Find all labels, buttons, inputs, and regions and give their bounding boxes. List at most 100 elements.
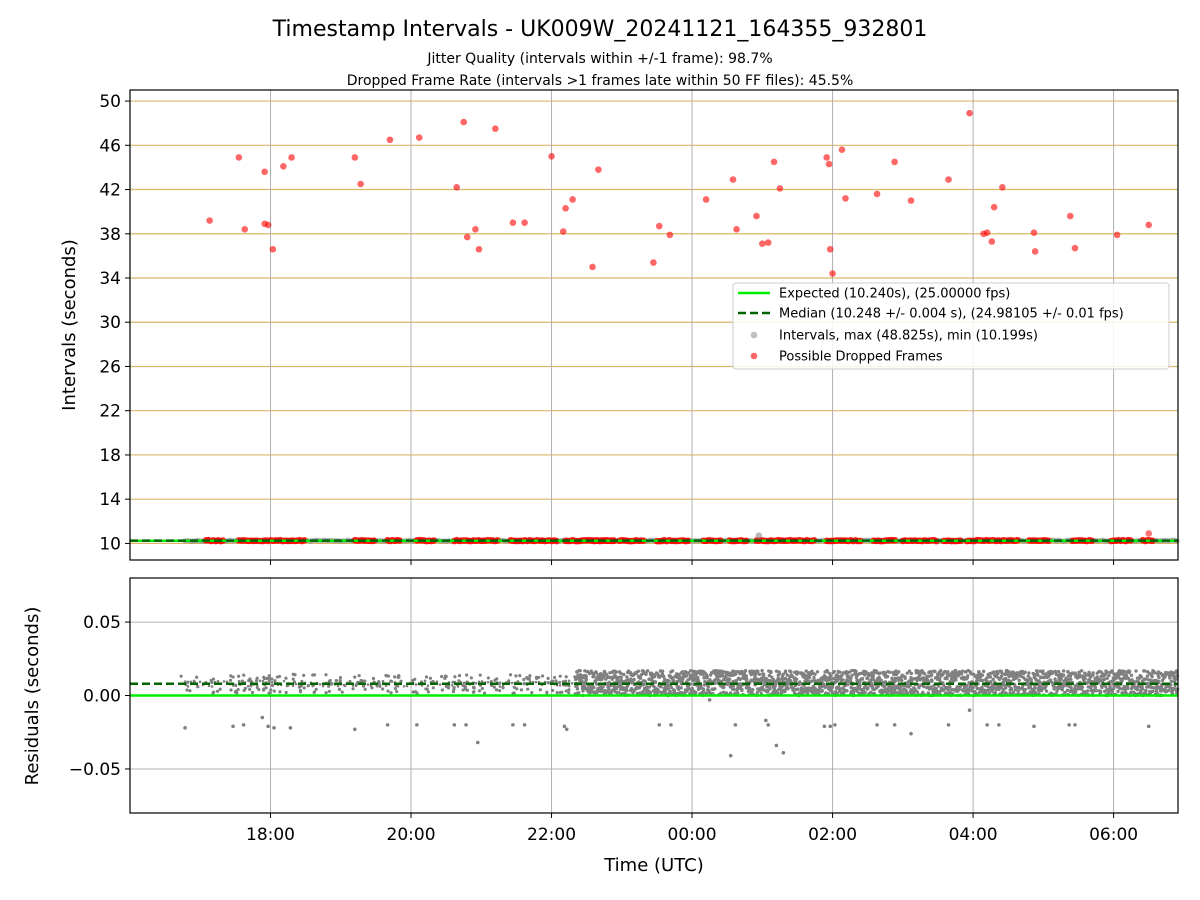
residual-outlier-point: [985, 723, 989, 727]
residual-point: [644, 672, 648, 677]
residual-point: [451, 680, 455, 684]
dropped-frame-point: [729, 176, 737, 183]
dropped-frame-point: [826, 245, 834, 253]
residual-point: [1004, 691, 1008, 696]
residual-point: [291, 677, 295, 681]
residual-point: [1110, 689, 1115, 694]
residual-point: [229, 688, 233, 692]
residual-point: [1063, 690, 1067, 695]
residual-point: [885, 674, 890, 679]
residual-point: [262, 676, 267, 681]
bottom-y-tick-label: 0.00: [83, 687, 121, 707]
dropped-frame-point: [945, 176, 952, 183]
residual-point: [1134, 669, 1138, 673]
residual-point: [435, 680, 439, 683]
residual-point: [381, 687, 385, 691]
residual-point: [1079, 669, 1084, 673]
residual-point: [840, 673, 844, 678]
residual-point: [638, 675, 643, 679]
residual-point: [826, 678, 831, 682]
residual-point: [1118, 686, 1122, 691]
residual-point: [890, 676, 894, 681]
residual-point: [915, 678, 920, 682]
dropped-frame-point: [1066, 212, 1074, 220]
residual-point: [431, 686, 435, 690]
residual-point: [584, 678, 589, 682]
bottom-x-tick-label: 00:00: [668, 825, 717, 845]
residual-point: [649, 671, 654, 676]
residual-point: [1068, 674, 1073, 678]
residual-point: [306, 684, 310, 688]
residual-point: [501, 686, 505, 690]
residual-point: [898, 684, 902, 689]
residual-point: [632, 677, 636, 682]
residual-point: [679, 686, 683, 690]
residual-point: [589, 687, 594, 691]
residual-point: [328, 678, 332, 683]
residual-point: [805, 691, 809, 695]
residual-point: [592, 674, 596, 679]
residual-point: [653, 680, 658, 685]
residual-point: [676, 687, 681, 692]
residual-point: [414, 683, 418, 686]
residual-point: [357, 674, 361, 678]
dropped-frame-point: [838, 146, 846, 154]
residual-point: [452, 685, 456, 690]
dropped-frame-point: [280, 163, 287, 170]
residual-point: [395, 689, 399, 694]
dropped-frame-point: [753, 212, 760, 220]
residual-point: [510, 681, 514, 685]
x-axis-label: Time (UTC): [603, 855, 704, 876]
residual-point: [1135, 687, 1139, 692]
residual-point: [378, 684, 382, 687]
residual-point: [240, 680, 244, 683]
residual-point: [755, 690, 760, 695]
residual-point: [1144, 677, 1148, 681]
residual-point: [701, 687, 706, 692]
residual-point: [762, 682, 766, 687]
residual-point: [783, 676, 788, 681]
residual-point: [1145, 674, 1150, 678]
residual-point: [1010, 687, 1014, 691]
residual-point: [767, 673, 772, 678]
residual-point: [469, 676, 473, 680]
bottom-x-tick-label: 22:00: [527, 825, 576, 845]
residual-point: [354, 684, 358, 688]
top-x-ticks: [270, 560, 1115, 565]
bottom-x-ticks: 18:00 20:00 22:00 00:00 02:00 04:00 06:00: [246, 813, 1138, 845]
dropped-frame-point: [460, 118, 468, 126]
residual-point: [977, 686, 981, 691]
residual-point: [769, 670, 773, 675]
residual-point: [876, 684, 880, 688]
dropped-frame-point: [983, 229, 991, 236]
residual-point: [693, 691, 697, 696]
residual-point: [617, 690, 621, 694]
residual-point: [498, 685, 502, 688]
residual-point: [215, 689, 220, 693]
residual-points: [130, 668, 1180, 758]
residual-point: [492, 685, 496, 689]
residual-point: [867, 672, 871, 676]
residual-point: [936, 684, 941, 688]
residual-point: [642, 682, 646, 687]
residual-point: [990, 689, 994, 693]
top-y-tick-label: 34: [99, 269, 121, 289]
residual-point: [453, 675, 457, 679]
residual-point: [1105, 676, 1109, 680]
dropped-frame-point: [702, 196, 710, 203]
residual-point: [581, 689, 585, 693]
residual-outlier-point: [452, 723, 457, 727]
residual-point: [728, 691, 733, 695]
bottom-y-ticks: −0.05 0.00 0.05: [69, 613, 130, 780]
residual-point: [478, 673, 482, 677]
residual-point: [645, 669, 650, 673]
residual-point: [796, 687, 800, 691]
dropped-frame-point: [990, 203, 998, 211]
residual-point: [580, 679, 584, 684]
residual-point: [1002, 683, 1006, 687]
dropped-frame-point: [235, 154, 243, 161]
residual-point: [351, 687, 355, 691]
residual-point: [530, 691, 534, 695]
residual-point: [1149, 673, 1154, 678]
residual-point: [986, 688, 990, 693]
